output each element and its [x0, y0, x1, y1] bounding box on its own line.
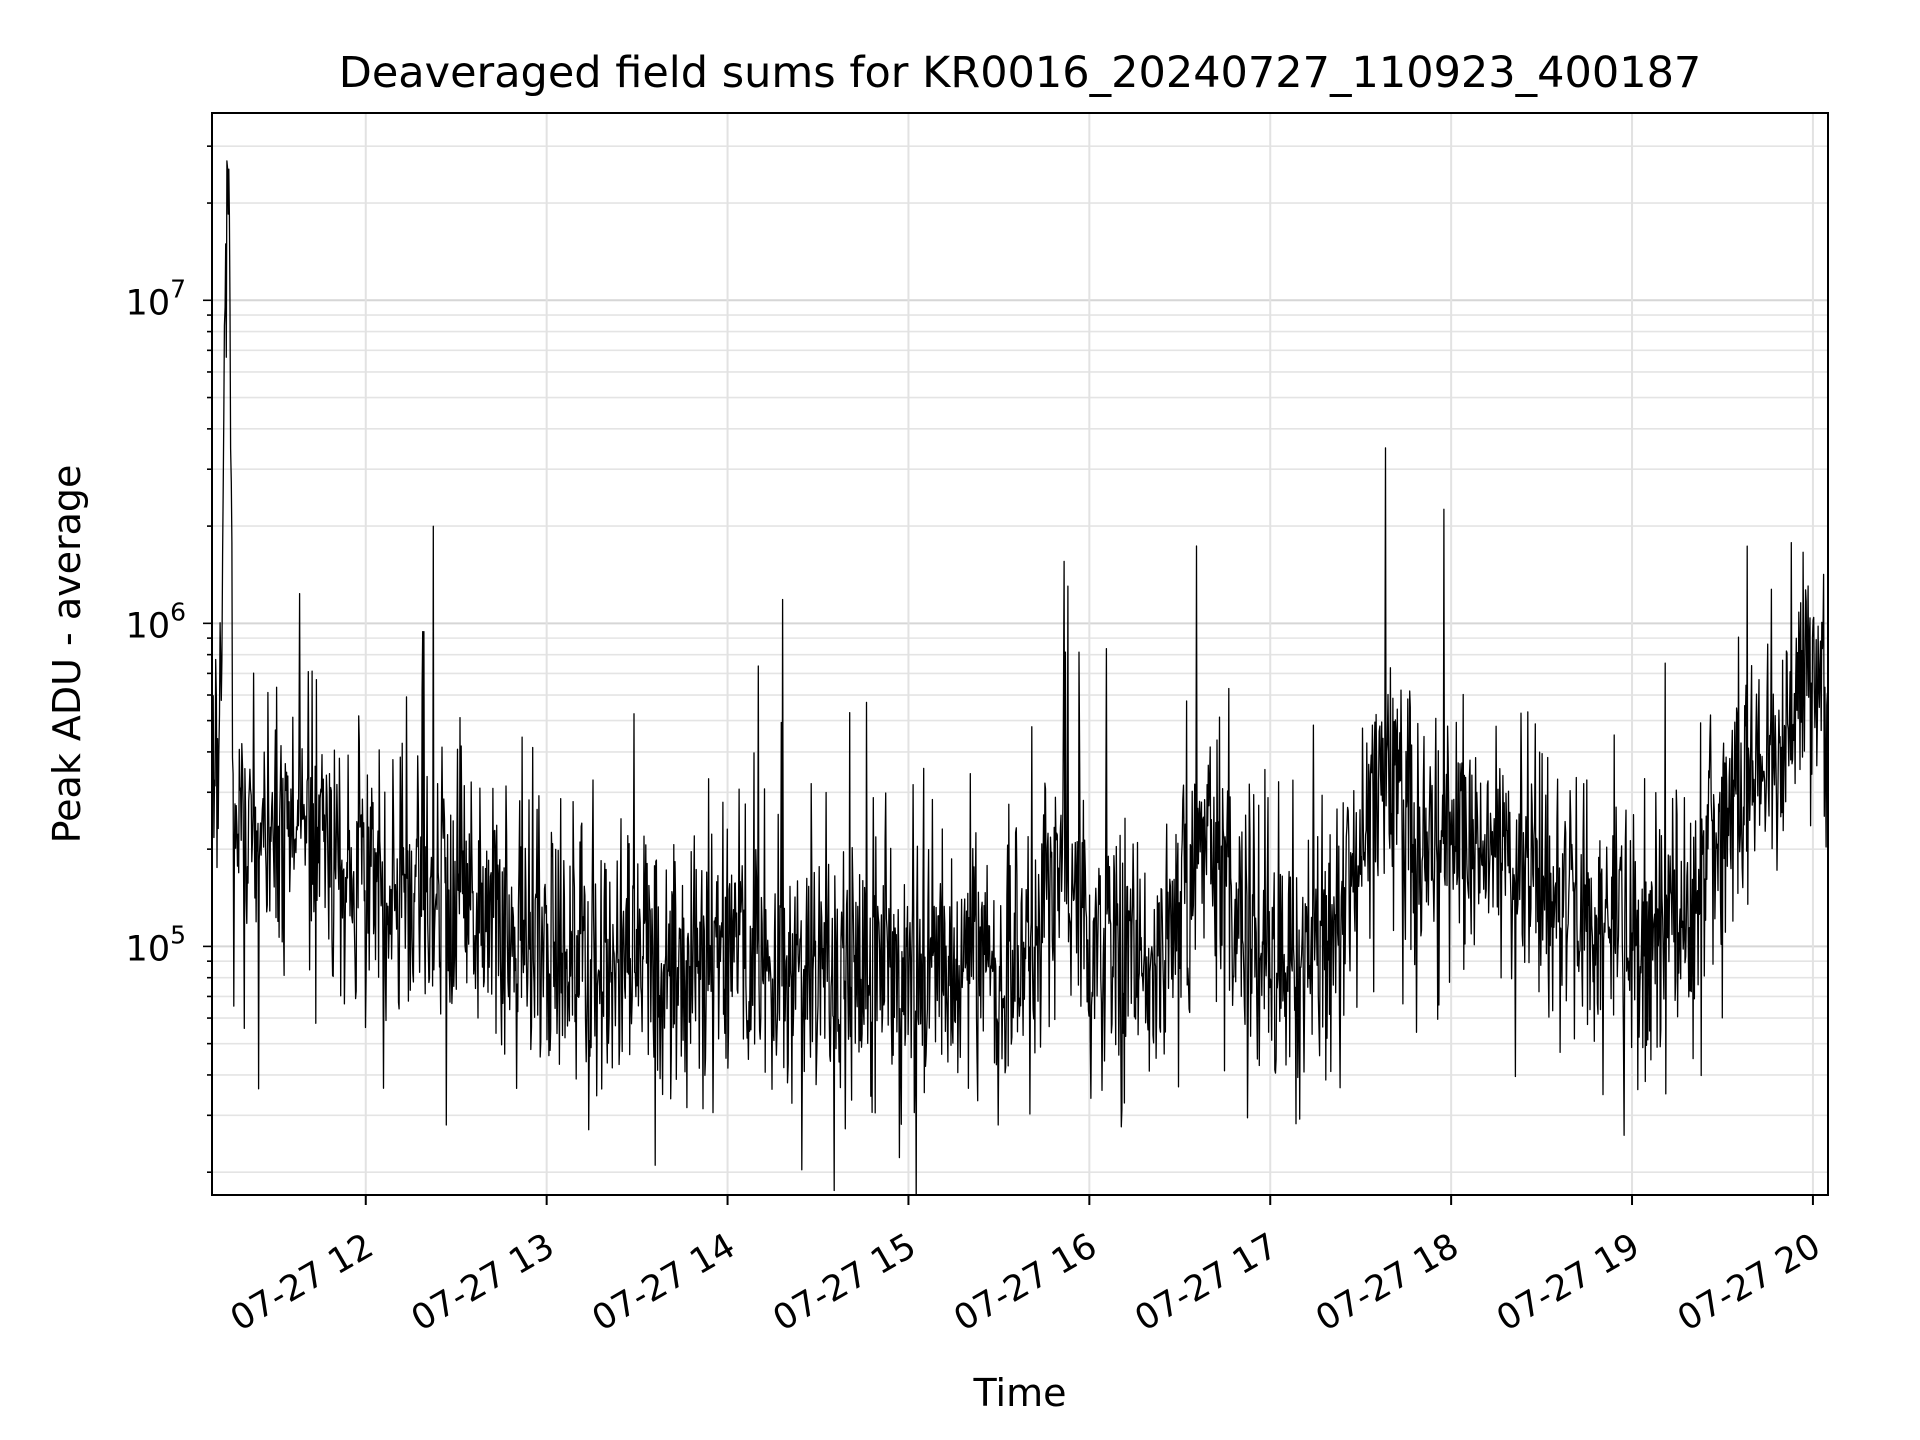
x-axis-label: Time — [973, 1371, 1067, 1415]
y-tick-label: 105 — [126, 920, 186, 969]
y-axis-label: Peak ADU - average — [45, 465, 89, 844]
grid — [212, 113, 1828, 1195]
series-line — [212, 160, 1828, 1195]
chart-title: Deaveraged field sums for KR0016_2024072… — [339, 48, 1702, 98]
y-tick-label: 107 — [126, 274, 186, 323]
plot-area — [212, 160, 1828, 1195]
y-tick-label: 106 — [126, 597, 186, 646]
y-axis: 105 106 107 — [126, 145, 212, 1173]
